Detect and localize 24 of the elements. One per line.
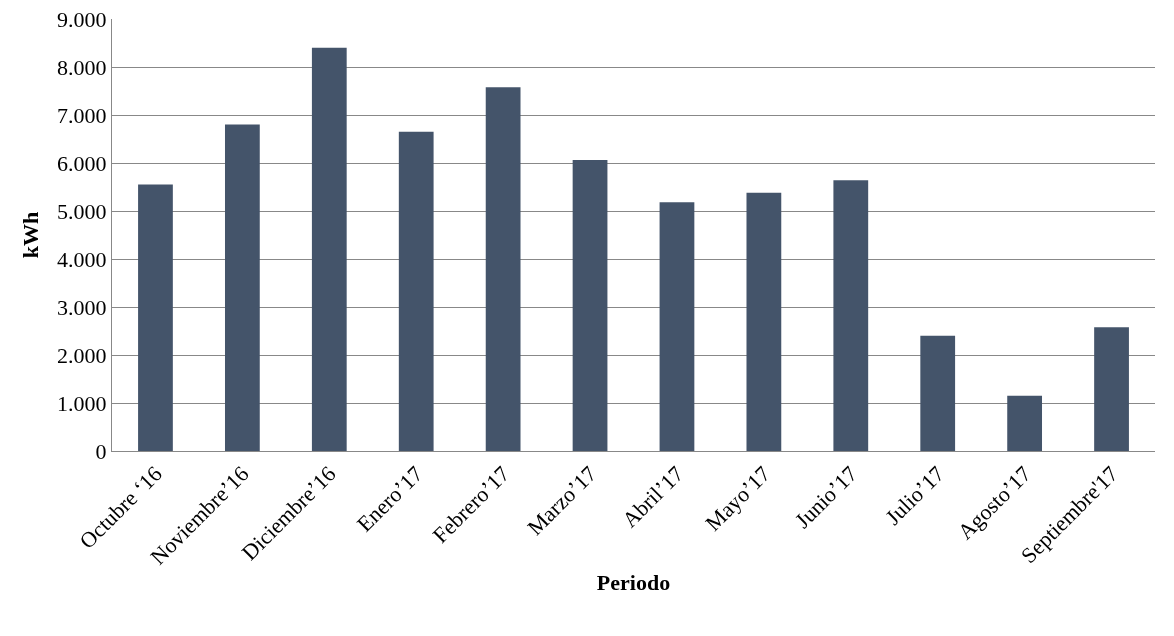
bar	[920, 335, 956, 451]
bar	[311, 47, 347, 451]
y-tick-label: 2.000	[57, 342, 107, 368]
y-tick-label: 8.000	[57, 54, 107, 80]
y-tick-label: 3.000	[57, 294, 107, 320]
bar	[659, 202, 695, 451]
bar	[1007, 395, 1043, 451]
y-tick-label: 0	[95, 438, 107, 464]
y-tick-label: 5.000	[57, 198, 107, 224]
y-tick-label: 9.000	[57, 6, 107, 32]
y-axis-title: kWh	[17, 211, 43, 259]
x-axis-title: Periodo	[596, 570, 671, 596]
y-tick-label: 4.000	[57, 246, 107, 272]
bar	[746, 192, 782, 451]
bar	[833, 180, 869, 451]
bar	[224, 124, 260, 451]
bar	[398, 131, 434, 451]
bar	[138, 184, 173, 451]
y-tick-label: 1.000	[57, 390, 107, 416]
y-tick-label: 6.000	[57, 150, 107, 176]
y-tick-label: 7.000	[57, 102, 107, 128]
bar	[485, 87, 521, 451]
bar	[572, 160, 608, 451]
bar	[1094, 327, 1129, 451]
